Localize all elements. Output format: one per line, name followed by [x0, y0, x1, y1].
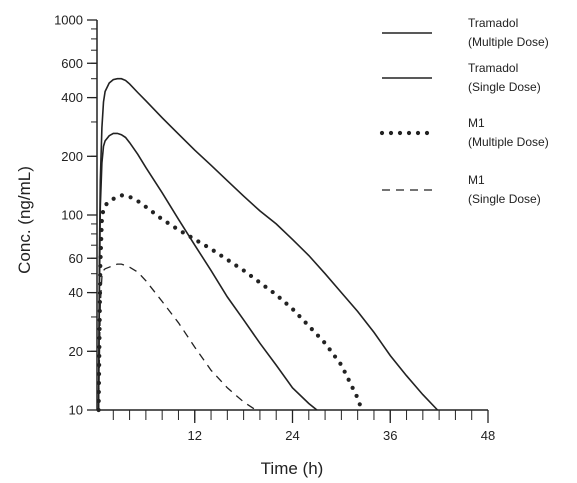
y-tick-label: 100	[61, 208, 83, 223]
x-tick-label: 12	[188, 428, 202, 443]
legend-label-line: (Multiple Dose)	[468, 35, 549, 49]
x-tick-label: 24	[285, 428, 299, 443]
legend-label-2: Tramadol (Single Dose)	[468, 61, 541, 94]
y-tick-label: 200	[61, 149, 83, 164]
legend-label-1: Tramadol (Multiple Dose)	[468, 16, 549, 49]
y-tick-label: 400	[61, 90, 83, 105]
legend-label-line: M1	[468, 116, 485, 130]
y-tick-label: 60	[69, 251, 83, 266]
series-line-1	[97, 77, 439, 411]
y-tick-label: 20	[69, 344, 83, 359]
legend-label-line: (Multiple Dose)	[468, 135, 549, 149]
axes: 10 20 40 60 100 200 400 600 1000 12 24 36 48	[54, 13, 495, 444]
legend: Tramadol (Multiple Dose) Tramadol (Single D…	[379, 16, 549, 206]
series-line-2	[97, 132, 318, 411]
legend-label-line: Tramadol	[468, 16, 518, 30]
y-tick-label: 10	[69, 403, 83, 418]
y-tick-label: 600	[61, 56, 83, 71]
x-axis-title: Time (h)	[261, 459, 324, 478]
y-tick-label: 40	[69, 285, 83, 300]
x-tick-label: 48	[481, 428, 495, 443]
plot-lines	[96, 77, 439, 413]
legend-label-3: M1 (Multiple Dose)	[468, 116, 549, 149]
y-tick-label: 1000	[54, 13, 83, 28]
legend-label-line: (Single Dose)	[468, 80, 541, 94]
y-axis-title: Conc. (ng/mL)	[15, 166, 34, 274]
legend-label-line: (Single Dose)	[468, 192, 541, 206]
series-line-4	[97, 263, 257, 411]
x-tick-label: 36	[383, 428, 397, 443]
series-line-3	[96, 193, 364, 413]
legend-label-line: Tramadol	[468, 61, 518, 75]
legend-label-4: M1 (Single Dose)	[468, 173, 541, 206]
legend-label-line: M1	[468, 173, 485, 187]
